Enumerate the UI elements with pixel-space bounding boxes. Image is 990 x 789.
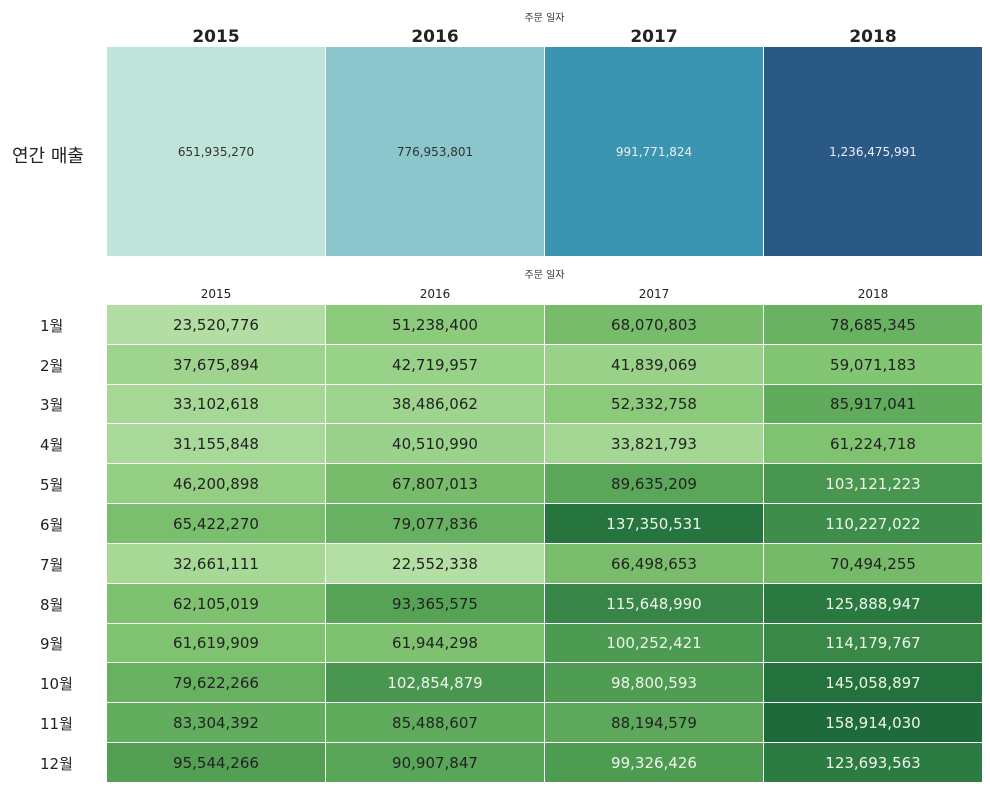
annual-sales-cell-2015: 651,935,270 xyxy=(107,47,325,256)
month-label-1: 1월 xyxy=(40,317,64,335)
monthly-year-header-2017: 2017 xyxy=(638,287,670,301)
heatmap-cell-2016-1: 51,238,400 xyxy=(326,305,544,344)
month-label-11: 11월 xyxy=(40,715,73,733)
heatmap-cell-2017-7: 66,498,653 xyxy=(545,544,763,583)
heatmap-cell-2015-1: 23,520,776 xyxy=(107,305,325,344)
heatmap-cell-2017-5: 89,635,209 xyxy=(545,464,763,503)
annual-year-header-2016: 2016 xyxy=(411,27,459,47)
annual-sales-cell-2018: 1,236,475,991 xyxy=(764,47,982,256)
month-label-7: 7월 xyxy=(40,556,64,574)
heatmap-cell-2017-2: 41,839,069 xyxy=(545,345,763,384)
heatmap-cell-2015-10: 79,622,266 xyxy=(107,663,325,702)
heatmap-cell-2017-12: 99,326,426 xyxy=(545,743,763,782)
heatmap-cell-2015-9: 61,619,909 xyxy=(107,624,325,662)
heatmap-cell-2015-4: 31,155,848 xyxy=(107,424,325,463)
heatmap-cell-2016-3: 38,486,062 xyxy=(326,385,544,423)
monthly-year-header-2016: 2016 xyxy=(419,287,451,301)
heatmap-cell-2018-6: 110,227,022 xyxy=(764,504,982,543)
heatmap-cell-2016-9: 61,944,298 xyxy=(326,624,544,662)
heatmap-cell-2016-7: 22,552,338 xyxy=(326,544,544,583)
monthly-year-header-2015: 2015 xyxy=(200,287,232,301)
heatmap-cell-2018-3: 85,917,041 xyxy=(764,385,982,423)
heatmap-cell-2015-6: 65,422,270 xyxy=(107,504,325,543)
month-label-5: 5월 xyxy=(40,476,64,494)
heatmap-cell-2018-1: 78,685,345 xyxy=(764,305,982,344)
month-label-10: 10월 xyxy=(40,675,73,693)
monthly-column-header-title: 주문 일자 xyxy=(524,270,565,281)
heatmap-cell-2018-5: 103,121,223 xyxy=(764,464,982,503)
annual-year-header-2015: 2015 xyxy=(192,27,240,47)
monthly-year-header-2018: 2018 xyxy=(857,287,889,301)
heatmap-cell-2018-8: 125,888,947 xyxy=(764,584,982,623)
heatmap-cell-2017-6: 137,350,531 xyxy=(545,504,763,543)
heatmap-cell-2017-4: 33,821,793 xyxy=(545,424,763,463)
heatmap-cell-2016-6: 79,077,836 xyxy=(326,504,544,543)
annual-sales-cell-2017: 991,771,824 xyxy=(545,47,763,256)
heatmap-cell-2017-10: 98,800,593 xyxy=(545,663,763,702)
month-label-8: 8월 xyxy=(40,596,64,614)
month-label-12: 12월 xyxy=(40,755,73,773)
heatmap-cell-2018-7: 70,494,255 xyxy=(764,544,982,583)
heatmap-cell-2016-10: 102,854,879 xyxy=(326,663,544,702)
heatmap-cell-2017-1: 68,070,803 xyxy=(545,305,763,344)
heatmap-cell-2016-8: 93,365,575 xyxy=(326,584,544,623)
annual-sales-cell-2016: 776,953,801 xyxy=(326,47,544,256)
heatmap-cell-2015-2: 37,675,894 xyxy=(107,345,325,384)
heatmap-cell-2015-12: 95,544,266 xyxy=(107,743,325,782)
heatmap-cell-2016-11: 85,488,607 xyxy=(326,703,544,742)
month-label-2: 2월 xyxy=(40,357,64,375)
heatmap-cell-2018-12: 123,693,563 xyxy=(764,743,982,782)
heatmap-cell-2018-11: 158,914,030 xyxy=(764,703,982,742)
heatmap-cell-2018-10: 145,058,897 xyxy=(764,663,982,702)
heatmap-cell-2016-5: 67,807,013 xyxy=(326,464,544,503)
month-label-3: 3월 xyxy=(40,396,64,414)
heatmap-cell-2015-5: 46,200,898 xyxy=(107,464,325,503)
annual-year-header-2018: 2018 xyxy=(849,27,897,47)
heatmap-cell-2015-7: 32,661,111 xyxy=(107,544,325,583)
annual-row-label: 연간 매출 xyxy=(12,146,84,167)
heatmap-cell-2018-4: 61,224,718 xyxy=(764,424,982,463)
annual-column-header-title: 주문 일자 xyxy=(524,13,565,24)
heatmap-cell-2018-9: 114,179,767 xyxy=(764,624,982,662)
heatmap-cell-2016-12: 90,907,847 xyxy=(326,743,544,782)
heatmap-cell-2015-11: 83,304,392 xyxy=(107,703,325,742)
heatmap-cell-2015-3: 33,102,618 xyxy=(107,385,325,423)
heatmap-cell-2015-8: 62,105,019 xyxy=(107,584,325,623)
heatmap-cell-2016-2: 42,719,957 xyxy=(326,345,544,384)
heatmap-cell-2017-8: 115,648,990 xyxy=(545,584,763,623)
heatmap-cell-2016-4: 40,510,990 xyxy=(326,424,544,463)
heatmap-cell-2017-3: 52,332,758 xyxy=(545,385,763,423)
heatmap-cell-2017-11: 88,194,579 xyxy=(545,703,763,742)
month-label-4: 4월 xyxy=(40,436,64,454)
annual-year-header-2017: 2017 xyxy=(630,27,678,47)
month-label-6: 6월 xyxy=(40,516,64,534)
month-label-9: 9월 xyxy=(40,635,64,653)
heatmap-cell-2017-9: 100,252,421 xyxy=(545,624,763,662)
heatmap-cell-2018-2: 59,071,183 xyxy=(764,345,982,384)
